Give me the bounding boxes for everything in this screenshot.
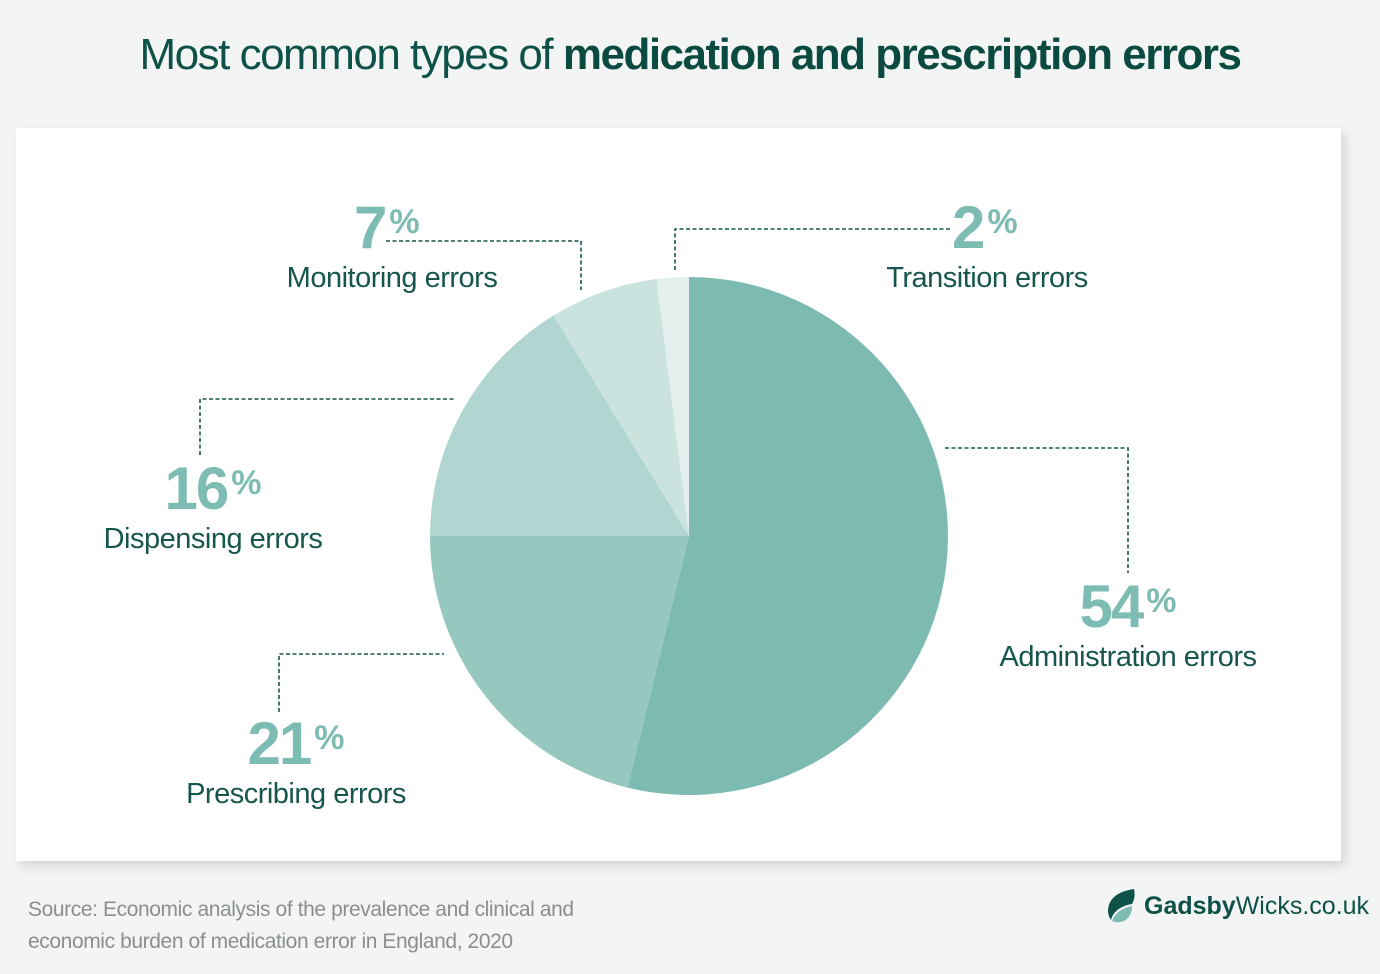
percent-value: 2 xyxy=(952,194,985,261)
slice-dispensing xyxy=(430,315,689,536)
leader-monitoring xyxy=(386,240,582,290)
leader-prescribing xyxy=(278,653,444,712)
label-transition: 2% Transition errors xyxy=(876,198,1098,295)
percent-sign: % xyxy=(231,464,262,502)
label-dispensing: 16% Dispensing errors xyxy=(96,459,330,556)
percent-value: 54 xyxy=(1079,573,1145,640)
percent-value: 21 xyxy=(247,710,313,777)
percent-sign: % xyxy=(987,203,1018,241)
label-administration: 54% Administration errors xyxy=(984,577,1272,674)
title-light: Most common types of xyxy=(139,30,563,79)
leader-administration xyxy=(945,447,1129,573)
leaf-icon xyxy=(1108,889,1135,923)
category-name: Transition errors xyxy=(886,262,1088,294)
brand-logo: GadsbyWicks.co.uk xyxy=(1106,886,1369,926)
label-monitoring: 7% Monitoring errors xyxy=(276,198,508,295)
category-name: Dispensing errors xyxy=(103,523,323,555)
slice-monitoring xyxy=(553,279,689,536)
brand-name-regular: Wicks.co.uk xyxy=(1235,891,1370,920)
percent-value: 16 xyxy=(164,455,230,522)
label-prescribing: 21% Prescribing errors xyxy=(178,714,414,811)
source-line-2: economic burden of medication error in E… xyxy=(28,930,513,953)
title-bold: medication and prescription errors xyxy=(562,30,1242,79)
category-name: Monitoring errors xyxy=(286,262,498,294)
leader-dispensing xyxy=(199,398,454,455)
percent-sign: % xyxy=(1146,582,1177,620)
slice-transition xyxy=(656,276,689,536)
source-line-1: Source: Economic analysis of the prevale… xyxy=(28,898,574,921)
percent-value: 7 xyxy=(354,194,387,261)
slice-administration xyxy=(627,277,948,795)
source-note: Source: Economic analysis of the prevale… xyxy=(28,894,574,958)
percent-sign: % xyxy=(314,719,345,757)
page-title: Most common types of medication and pres… xyxy=(0,30,1380,80)
brand-name-bold: Gadsby xyxy=(1144,891,1236,920)
leader-transition xyxy=(674,228,952,270)
category-name: Prescribing errors xyxy=(186,778,406,810)
slice-prescribing xyxy=(430,536,689,788)
percent-sign: % xyxy=(389,203,420,241)
category-name: Administration errors xyxy=(999,641,1257,673)
